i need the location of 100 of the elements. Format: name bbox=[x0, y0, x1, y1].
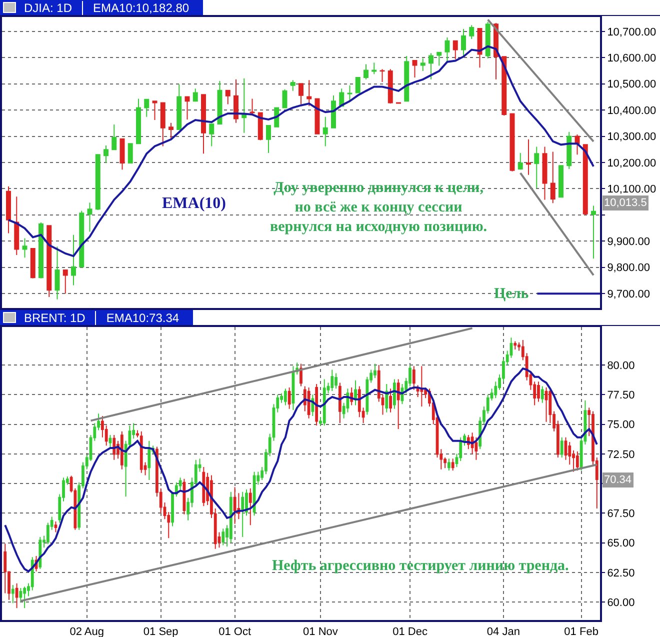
candlestick bbox=[112, 434, 116, 460]
candlestick bbox=[136, 98, 141, 144]
text: EMA(10) bbox=[162, 195, 226, 212]
candlestick bbox=[112, 124, 117, 150]
candlestick bbox=[322, 378, 326, 426]
candlestick bbox=[128, 143, 133, 164]
candlestick bbox=[192, 88, 198, 102]
candlestick bbox=[485, 21, 490, 59]
candlestick bbox=[591, 205, 596, 259]
y-tick-label: 75.00 bbox=[607, 419, 635, 432]
candlestick bbox=[526, 138, 531, 176]
candlestick bbox=[288, 387, 291, 410]
candlestick bbox=[514, 340, 517, 350]
candlestick bbox=[46, 225, 52, 298]
x-tick-label: 01 Nov bbox=[303, 626, 338, 637]
y-tick-label: 10,700.00 bbox=[607, 26, 656, 38]
y-tick-label: 9,900.00 bbox=[607, 236, 650, 248]
candlestick bbox=[234, 78, 238, 124]
candlestick bbox=[15, 582, 18, 609]
candlestick bbox=[54, 246, 60, 300]
candlestick bbox=[452, 40, 458, 60]
candlestick bbox=[241, 491, 244, 538]
candlestick bbox=[447, 458, 450, 472]
candlestick bbox=[518, 152, 523, 170]
candlestick bbox=[396, 102, 401, 104]
y-tick-label: 72.50 bbox=[607, 448, 635, 461]
candlestick bbox=[148, 440, 151, 481]
candlestick bbox=[22, 238, 28, 258]
y-tick-label: 10,200.00 bbox=[607, 157, 656, 170]
y-tick-label: 10,400.00 bbox=[607, 104, 656, 117]
candlestick bbox=[95, 154, 100, 210]
candlestick bbox=[144, 98, 150, 118]
candlestick bbox=[11, 584, 14, 604]
candlestick bbox=[176, 84, 182, 130]
candlestick bbox=[461, 28, 466, 56]
y-tick-label: 10,100.00 bbox=[607, 184, 656, 196]
annotation: Доу уверенно двинулся к цели, но всё же к концу сессии вернулся на исходную позицию. bbox=[270, 180, 488, 235]
candlestick bbox=[420, 58, 426, 72]
candlestick bbox=[354, 380, 357, 406]
candlestick bbox=[233, 486, 236, 524]
candlestick bbox=[14, 196, 20, 256]
x-tick-label: 04 Jan bbox=[486, 626, 520, 637]
candlestick bbox=[564, 436, 568, 460]
candlestick bbox=[542, 146, 548, 200]
candlestick bbox=[202, 466, 206, 507]
y-tick-label: 10,600.00 bbox=[607, 52, 656, 64]
candlestick bbox=[582, 144, 588, 216]
candlestick bbox=[79, 210, 84, 268]
candlestick bbox=[338, 382, 342, 424]
candlestick bbox=[364, 64, 368, 80]
candlestick bbox=[372, 62, 377, 75]
candlestick bbox=[534, 146, 540, 189]
y-tick-label: 80.00 bbox=[607, 360, 635, 372]
candlestick bbox=[104, 144, 108, 164]
candlestick bbox=[315, 383, 318, 426]
text: 70.34 bbox=[604, 474, 632, 486]
candlestick bbox=[428, 52, 434, 80]
line-series bbox=[4, 368, 598, 572]
candlestick bbox=[550, 151, 556, 204]
candlestick bbox=[258, 112, 263, 141]
candlestick bbox=[331, 94, 336, 128]
annotation: Нефть агрессивно тестирует линию тренда. bbox=[272, 558, 570, 574]
candlestick bbox=[392, 378, 396, 410]
candlestick bbox=[436, 51, 442, 66]
candlestick bbox=[404, 56, 410, 102]
candlestick bbox=[389, 388, 392, 413]
candlestick bbox=[451, 458, 454, 472]
candlestick bbox=[184, 96, 190, 120]
candlestick bbox=[544, 387, 548, 422]
candlestick bbox=[474, 436, 478, 460]
candlestick bbox=[87, 202, 92, 232]
chart-title: DJIA: 1D bbox=[24, 0, 72, 14]
candlestick bbox=[537, 381, 540, 402]
candlestick bbox=[502, 56, 507, 116]
candlestick bbox=[120, 430, 124, 470]
candlestick bbox=[136, 430, 139, 438]
candlestick bbox=[248, 488, 252, 526]
candlestick bbox=[388, 68, 393, 104]
chart-subtitle: EMA10:10,182.80 bbox=[93, 0, 190, 14]
candlestick bbox=[152, 100, 158, 121]
candlestick bbox=[469, 24, 474, 40]
candlestick bbox=[108, 434, 112, 448]
candlestick bbox=[140, 430, 143, 474]
candlestick bbox=[306, 80, 312, 107]
candlestick bbox=[6, 186, 11, 234]
candlestick bbox=[566, 131, 572, 170]
text: 10,013.5 bbox=[604, 197, 647, 209]
line-series bbox=[8, 45, 594, 258]
candlestick bbox=[334, 372, 338, 390]
candlestick bbox=[558, 165, 564, 198]
candlestick bbox=[444, 36, 450, 62]
y-tick-label: 60.00 bbox=[607, 597, 635, 610]
candlestick bbox=[168, 122, 174, 140]
candlestick bbox=[374, 363, 376, 379]
candlestick bbox=[62, 269, 68, 294]
y-tick-label: 67.50 bbox=[607, 508, 635, 520]
candlestick bbox=[298, 83, 304, 105]
candlestick bbox=[71, 234, 76, 286]
candlestick bbox=[284, 388, 287, 406]
candlestick bbox=[412, 366, 416, 390]
